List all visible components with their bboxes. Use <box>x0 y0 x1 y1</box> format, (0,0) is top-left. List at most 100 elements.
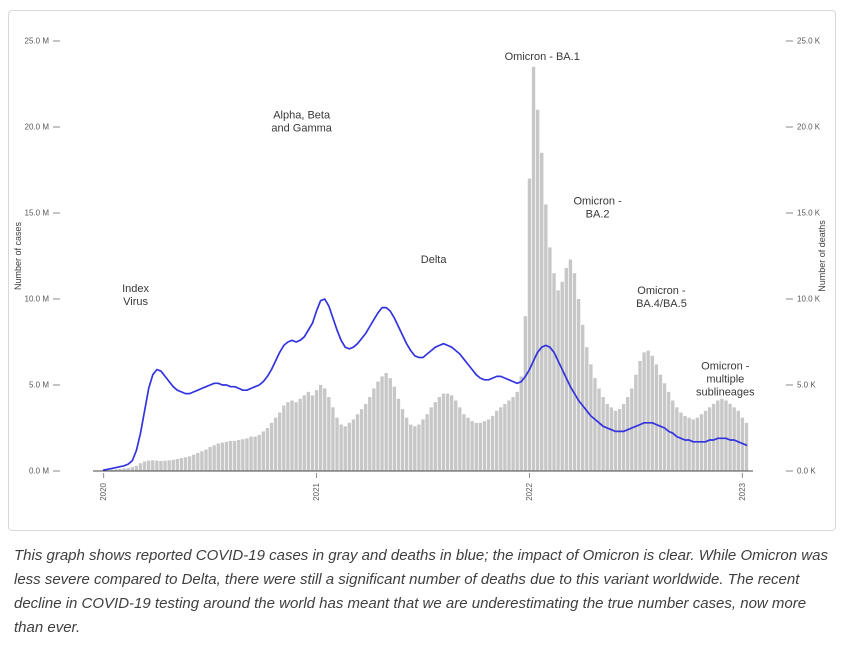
case-bar <box>368 397 372 471</box>
case-bar <box>171 459 175 471</box>
case-bar <box>650 355 654 471</box>
case-bar <box>519 376 523 471</box>
case-bar <box>495 410 499 471</box>
case-bar <box>183 457 188 471</box>
case-bar <box>540 152 544 472</box>
case-bar <box>409 424 413 471</box>
case-bar <box>278 412 282 471</box>
case-bar <box>196 452 200 471</box>
case-bar <box>515 391 519 471</box>
case-bar <box>437 397 442 471</box>
case-bar <box>343 426 347 471</box>
case-bar <box>511 397 515 471</box>
case-bar <box>269 422 274 471</box>
case-bar <box>503 403 507 471</box>
case-bar <box>544 204 548 471</box>
case-bar <box>392 386 397 471</box>
case-bar <box>310 395 315 471</box>
case-bar <box>163 460 167 471</box>
case-bar <box>568 259 573 471</box>
case-bar <box>216 443 220 471</box>
case-bar <box>302 395 306 471</box>
y-tick-label-deaths: 5.0 K <box>797 381 816 390</box>
case-bar <box>564 268 568 471</box>
case-bar <box>671 400 675 471</box>
y-tick-label-deaths: 15.0 K <box>797 209 821 218</box>
case-bar <box>462 414 466 471</box>
case-bar <box>593 378 597 471</box>
case-bar <box>286 402 290 471</box>
case-bar <box>204 449 208 471</box>
case-bar <box>282 405 286 471</box>
case-bar <box>359 409 364 471</box>
case-bar <box>552 273 556 471</box>
case-bar <box>134 465 139 471</box>
case-bar <box>331 407 335 471</box>
case-bar <box>364 403 368 471</box>
figure-caption: This graph shows reported COVID-19 cases… <box>14 547 828 636</box>
y-tick-label-cases: 20.0 M <box>25 123 50 132</box>
case-bar <box>413 426 417 471</box>
case-bar <box>654 364 659 471</box>
case-bar <box>404 417 409 471</box>
case-bar <box>400 409 405 471</box>
y-axis-label-deaths: Number of deaths <box>817 220 827 292</box>
case-bar <box>531 66 536 472</box>
case-bar <box>126 467 130 471</box>
case-bar <box>245 438 249 471</box>
case-bar <box>138 463 143 471</box>
x-tick-label-year: 2020 <box>99 482 108 500</box>
case-bar <box>318 385 323 471</box>
case-bar <box>273 417 278 471</box>
case-bar <box>535 109 540 472</box>
case-bar <box>638 360 642 471</box>
case-bar <box>212 445 216 471</box>
y-tick-label-cases: 25.0 M <box>25 37 50 46</box>
case-bar <box>646 350 650 471</box>
covid-cases-deaths-chart: 0.0 M 0.0 K 5.0 M 5.0 K 10.0 M 10.0 K 15.0 M 15… <box>13 37 827 501</box>
case-bar <box>621 403 626 471</box>
cases-bars <box>101 66 749 472</box>
case-bar <box>687 417 691 471</box>
case-bar <box>679 412 683 471</box>
case-bar <box>445 393 450 471</box>
case-bar <box>347 422 351 471</box>
y-tick-label-cases: 0.0 M <box>29 467 49 476</box>
case-bar <box>167 460 171 471</box>
case-bar <box>716 400 720 471</box>
case-bar <box>683 415 687 471</box>
case-bar <box>470 421 474 471</box>
y-tick-label-cases: 10.0 M <box>25 295 50 304</box>
case-bar <box>237 440 241 471</box>
y-axis-label-cases: Number of cases <box>13 221 23 290</box>
case-bar <box>585 347 589 471</box>
case-bar <box>298 398 302 471</box>
case-bar <box>675 407 679 471</box>
case-bar <box>429 407 433 471</box>
case-bar <box>122 468 126 471</box>
case-bar <box>327 397 331 471</box>
case-bar <box>523 316 528 471</box>
case-bar <box>232 440 237 471</box>
case-bar <box>572 273 577 471</box>
case-bar <box>482 421 487 471</box>
case-bar <box>396 398 401 471</box>
case-bar <box>695 417 699 471</box>
case-bar <box>192 454 196 471</box>
case-bar <box>441 393 446 471</box>
case-bar <box>376 381 380 471</box>
case-bar <box>147 460 151 471</box>
case-bar <box>339 424 343 471</box>
case-bar <box>290 400 294 471</box>
x-tick-label-year: 2021 <box>312 482 321 500</box>
case-bar <box>351 419 356 471</box>
case-bar <box>449 395 454 471</box>
variant-annotation: Omicron -multiple sublineages <box>696 361 755 399</box>
case-bar <box>241 439 245 471</box>
chart-figure: 0.0 M 0.0 K 5.0 M 5.0 K 10.0 M 10.0 K 15.0 M 15… <box>8 10 836 531</box>
case-bar <box>581 324 585 471</box>
case-bar <box>257 434 261 471</box>
case-bar <box>712 403 716 471</box>
y-tick-label-deaths: 25.0 K <box>797 37 821 46</box>
case-bar <box>634 374 638 471</box>
